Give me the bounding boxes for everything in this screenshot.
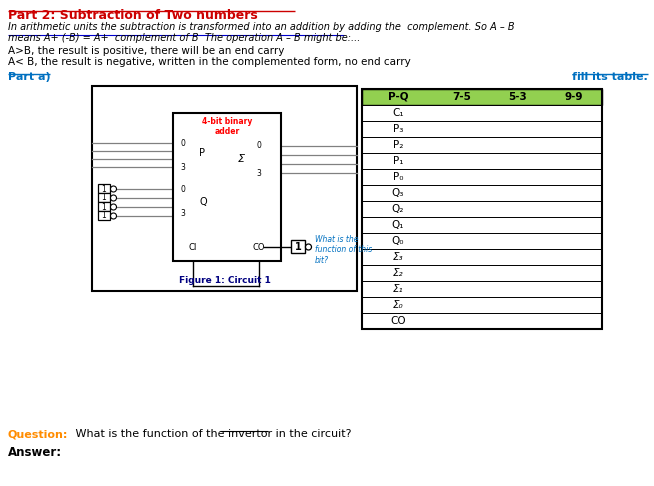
Text: A< B, the result is negative, written in the complemented form, no end carry: A< B, the result is negative, written in… (8, 57, 411, 67)
Text: 1: 1 (101, 211, 107, 221)
Bar (362, 153, 602, 169)
Circle shape (111, 204, 116, 210)
Bar (92, 86, 357, 291)
Text: Q: Q (199, 196, 207, 207)
Bar (362, 217, 602, 233)
Text: Part 2: Subtraction of Two numbers: Part 2: Subtraction of Two numbers (8, 9, 258, 22)
Text: P₀: P₀ (393, 172, 404, 182)
Circle shape (305, 244, 311, 250)
Text: 0: 0 (181, 185, 186, 193)
Text: 0: 0 (181, 139, 186, 147)
Bar (98, 203, 110, 211)
Text: Question:: Question: (8, 429, 69, 439)
Bar (362, 249, 602, 265)
Bar (362, 297, 602, 313)
Bar (362, 89, 602, 105)
Text: What is the function of the invertor in the circuit?: What is the function of the invertor in … (72, 429, 351, 439)
Bar (362, 137, 602, 153)
Text: Σ₂: Σ₂ (392, 268, 404, 278)
Text: 1: 1 (101, 203, 107, 211)
Text: CI: CI (189, 243, 198, 251)
Text: 0: 0 (256, 141, 262, 151)
Text: Part a): Part a) (8, 72, 50, 82)
Text: 9-9: 9-9 (565, 92, 583, 102)
Text: 3: 3 (181, 163, 186, 173)
Text: means A+ (-B) = A+  complement of B  The operation A – B might be:...: means A+ (-B) = A+ complement of B The o… (8, 33, 360, 43)
Text: Figure 1: Circuit 1: Figure 1: Circuit 1 (179, 276, 271, 285)
Bar (362, 121, 602, 137)
Bar (362, 201, 602, 217)
Circle shape (111, 213, 116, 219)
Bar (173, 113, 281, 261)
Text: Q₂: Q₂ (392, 204, 404, 214)
Text: 7-5: 7-5 (453, 92, 472, 102)
Text: 3: 3 (181, 209, 186, 219)
Bar (362, 313, 602, 329)
Text: 4-bit binary
adder: 4-bit binary adder (202, 117, 252, 137)
Bar (362, 169, 602, 185)
Text: In arithmetic units the subtraction is transformed into an addition by adding th: In arithmetic units the subtraction is t… (8, 22, 515, 32)
Text: Q₀: Q₀ (392, 236, 404, 246)
Text: Σ₃: Σ₃ (392, 252, 404, 262)
Text: Σ: Σ (237, 155, 245, 164)
Text: P₁: P₁ (393, 156, 404, 166)
Text: CO: CO (390, 316, 406, 326)
Text: fill its table.: fill its table. (572, 72, 648, 82)
Bar (362, 89, 602, 329)
Text: A>B, the result is positive, there will be an end carry: A>B, the result is positive, there will … (8, 46, 284, 56)
Bar (362, 265, 602, 281)
Text: P₂: P₂ (393, 140, 403, 150)
Bar (362, 233, 602, 249)
Text: 1: 1 (101, 193, 107, 203)
Text: Q₃: Q₃ (392, 188, 404, 198)
Text: P-Q: P-Q (388, 92, 408, 102)
Text: C₁: C₁ (392, 108, 404, 118)
Text: 3: 3 (256, 169, 262, 177)
Text: 5-3: 5-3 (509, 92, 527, 102)
Text: What is the
function of this
bit?: What is the function of this bit? (315, 235, 372, 265)
Text: 1: 1 (294, 242, 301, 252)
Bar (362, 281, 602, 297)
Text: Σ₁: Σ₁ (392, 284, 404, 294)
Text: Q₁: Q₁ (392, 220, 404, 230)
Bar (362, 185, 602, 201)
Bar (98, 193, 110, 203)
Bar (362, 105, 602, 121)
Circle shape (111, 186, 116, 192)
Bar (98, 185, 110, 193)
Text: 1: 1 (101, 185, 107, 193)
Circle shape (111, 195, 116, 201)
Bar (98, 211, 110, 221)
Text: CO: CO (252, 243, 266, 251)
Text: Σ₀: Σ₀ (392, 300, 404, 310)
Text: P: P (199, 149, 205, 158)
Text: P₃: P₃ (393, 124, 403, 134)
Bar (291, 241, 305, 254)
Text: Answer:: Answer: (8, 446, 62, 459)
